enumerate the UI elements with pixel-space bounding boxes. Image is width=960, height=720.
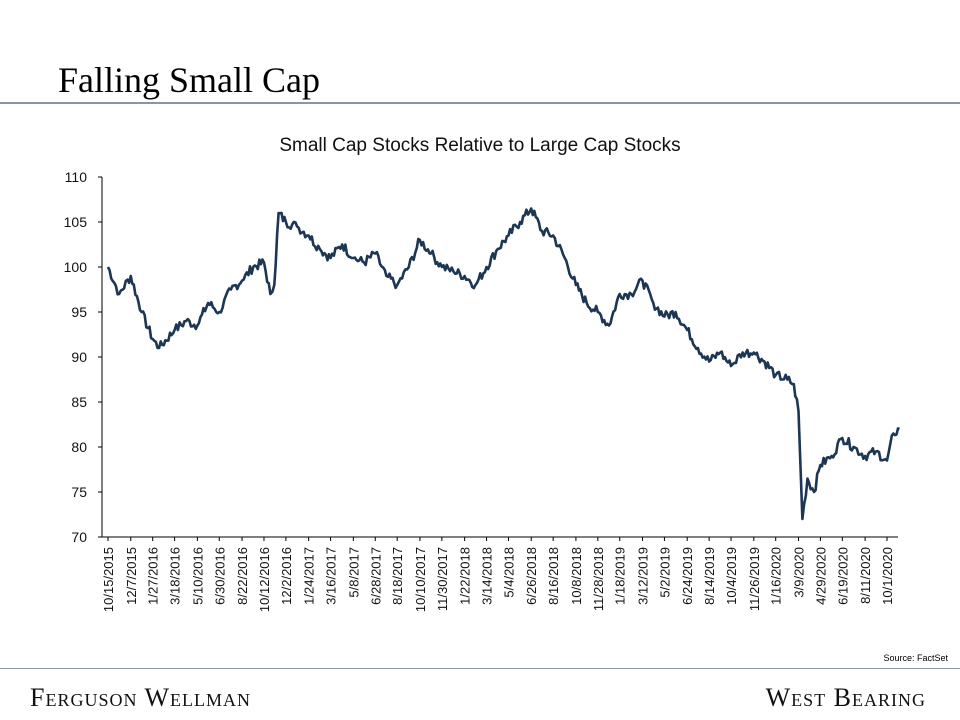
- x-tick-label: 11/30/2017: [435, 547, 450, 611]
- y-tick-label: 80: [71, 439, 87, 455]
- x-axis: 10/15/2015 12/7/2015 1/27/2016 3/18/2016 5/1…: [101, 536, 898, 612]
- y-tick-label: 100: [64, 259, 88, 275]
- y-tick-label: 85: [71, 394, 87, 410]
- x-tick-label: 5/8/2017: [346, 547, 361, 598]
- series-line: [106, 207, 900, 521]
- source-note: Source: FactSet: [883, 653, 948, 663]
- x-tick-label: 6/24/2019: [680, 547, 695, 605]
- x-tick-label: 6/19/2020: [835, 547, 850, 605]
- x-tick-label: 10/10/2017: [413, 547, 428, 612]
- x-tick-label: 10/15/2015: [101, 547, 116, 612]
- x-tick-label: 6/28/2017: [368, 547, 383, 605]
- x-tick-label: 3/14/2018: [480, 547, 495, 605]
- x-tick-label: 5/10/2016: [190, 547, 205, 605]
- footer-logo-right: West Bearing: [765, 683, 926, 712]
- y-tick-label: 90: [71, 349, 87, 365]
- x-tick-label: 10/8/2018: [569, 547, 584, 605]
- x-tick-label: 6/30/2016: [212, 547, 227, 605]
- line-chart: Small Cap Stocks Relative to Large Cap S…: [64, 135, 900, 612]
- x-tick-label: 5/4/2018: [501, 547, 516, 598]
- y-tick-label: 70: [71, 529, 87, 545]
- x-tick-label: 11/26/2019: [747, 547, 762, 611]
- x-tick-label: 10/12/2016: [257, 547, 272, 612]
- x-tick-label: 10/1/2020: [880, 547, 895, 605]
- x-tick-label: 1/16/2020: [769, 547, 784, 605]
- x-tick-label: 3/12/2019: [636, 547, 651, 605]
- x-tick-label: 12/2/2016: [279, 547, 294, 605]
- x-tick-label: 8/22/2016: [235, 547, 250, 605]
- x-tick-label: 5/2/2019: [657, 547, 672, 598]
- footer-logo-left: Ferguson Wellman: [30, 683, 252, 712]
- x-tick-label: 10/4/2019: [724, 547, 739, 605]
- x-tick-label: 8/16/2018: [546, 547, 561, 605]
- x-tick-label: 4/29/2020: [813, 547, 828, 605]
- x-tick-label: 8/18/2017: [390, 547, 405, 605]
- x-tick-label: 3/18/2016: [168, 547, 183, 605]
- x-tick-label: 3/9/2020: [791, 547, 806, 598]
- x-tick-label: 1/22/2018: [458, 547, 473, 605]
- title-divider: [0, 102, 960, 104]
- slide-title: Falling Small Cap: [58, 60, 321, 100]
- y-tick-label: 105: [64, 214, 88, 230]
- x-tick-label: 3/16/2017: [324, 547, 339, 605]
- y-tick-label: 75: [71, 484, 87, 500]
- x-tick-label: 8/14/2019: [702, 547, 717, 605]
- y-axis: 70 75 80 85 90 95 100 105 110: [64, 169, 103, 545]
- y-tick-label: 110: [65, 169, 88, 185]
- footer-divider: [0, 668, 960, 669]
- y-tick-label: 95: [71, 304, 87, 320]
- chart-title: Small Cap Stocks Relative to Large Cap S…: [279, 135, 680, 156]
- x-tick-label: 1/24/2017: [302, 547, 317, 605]
- x-tick-label: 12/7/2015: [124, 547, 139, 605]
- x-tick-label: 1/27/2016: [146, 547, 161, 605]
- x-tick-label: 11/28/2018: [591, 547, 606, 611]
- x-tick-label: 6/26/2018: [524, 547, 539, 605]
- x-tick-label: 1/18/2019: [613, 547, 628, 605]
- x-tick-label: 8/11/2020: [858, 547, 873, 604]
